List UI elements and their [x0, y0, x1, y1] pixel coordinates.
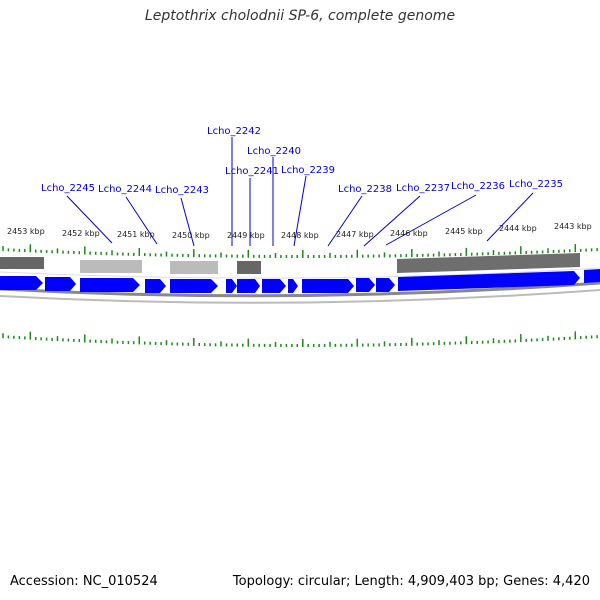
gene-arrow	[398, 271, 580, 291]
kbp-label-2452: 2452 kbp	[62, 229, 100, 238]
bottom-tick-track	[2, 331, 598, 347]
gene-labels: Lcho_2245 Lcho_2244 Lcho_2243 Lcho_2242 …	[41, 126, 563, 196]
feature-block	[80, 260, 142, 273]
feature-block	[0, 257, 44, 269]
kbp-label-2449: 2449 kbp	[227, 231, 265, 240]
gene-label-lcho-2236: Lcho_2236	[451, 181, 505, 192]
kbp-label-2443: 2443 kbp	[554, 222, 592, 231]
gene-label-lcho-2242: Lcho_2242	[207, 126, 261, 137]
gene-arrow	[237, 279, 260, 293]
kbp-label-2447: 2447 kbp	[336, 230, 374, 239]
gene-track	[0, 269, 600, 293]
gene-label-lcho-2237: Lcho_2237	[396, 183, 450, 194]
gene-arrow	[170, 279, 218, 293]
accession-label: Accession: NC_010524	[10, 574, 158, 589]
feature-track	[0, 253, 580, 274]
gene-arrow	[302, 279, 354, 293]
backbone	[0, 267, 600, 304]
gene-arrow	[80, 278, 140, 292]
gene-label-lcho-2243: Lcho_2243	[155, 185, 209, 196]
gene-arrow	[45, 277, 76, 291]
gene-arrow	[356, 278, 375, 292]
gene-arrow	[226, 279, 237, 293]
gene-label-lcho-2244: Lcho_2244	[98, 184, 152, 195]
gene-arrow	[145, 279, 166, 293]
kbp-label-2444: 2444 kbp	[499, 224, 537, 233]
gene-arrow	[288, 279, 298, 293]
kbp-label-2446: 2446 kbp	[390, 229, 428, 238]
gene-arrow	[262, 279, 286, 293]
kbp-label-2451: 2451 kbp	[117, 230, 155, 239]
top-tick-track	[2, 244, 598, 258]
gene-label-lcho-2238: Lcho_2238	[338, 184, 392, 195]
kbp-label-2453: 2453 kbp	[7, 227, 45, 236]
feature-block	[170, 261, 218, 274]
kbp-label-2448: 2448 kbp	[281, 231, 319, 240]
genome-summary: Topology: circular; Length: 4,909,403 bp…	[232, 574, 590, 589]
label-leaders	[66, 137, 534, 247]
gene-label-lcho-2240: Lcho_2240	[247, 146, 301, 157]
gene-label-lcho-2241: Lcho_2241	[225, 166, 279, 177]
gene-arrow	[0, 276, 43, 290]
kbp-label-2445: 2445 kbp	[445, 227, 483, 236]
feature-block	[397, 253, 580, 273]
gene-arrow	[584, 269, 600, 283]
gene-label-lcho-2245: Lcho_2245	[41, 183, 95, 194]
gene-label-lcho-2235: Lcho_2235	[509, 179, 563, 190]
gene-label-lcho-2239: Lcho_2239	[281, 165, 335, 176]
genome-title: Leptothrix cholodnii SP-6, complete geno…	[144, 8, 456, 24]
feature-block	[237, 261, 261, 274]
gene-arrow	[376, 278, 395, 292]
